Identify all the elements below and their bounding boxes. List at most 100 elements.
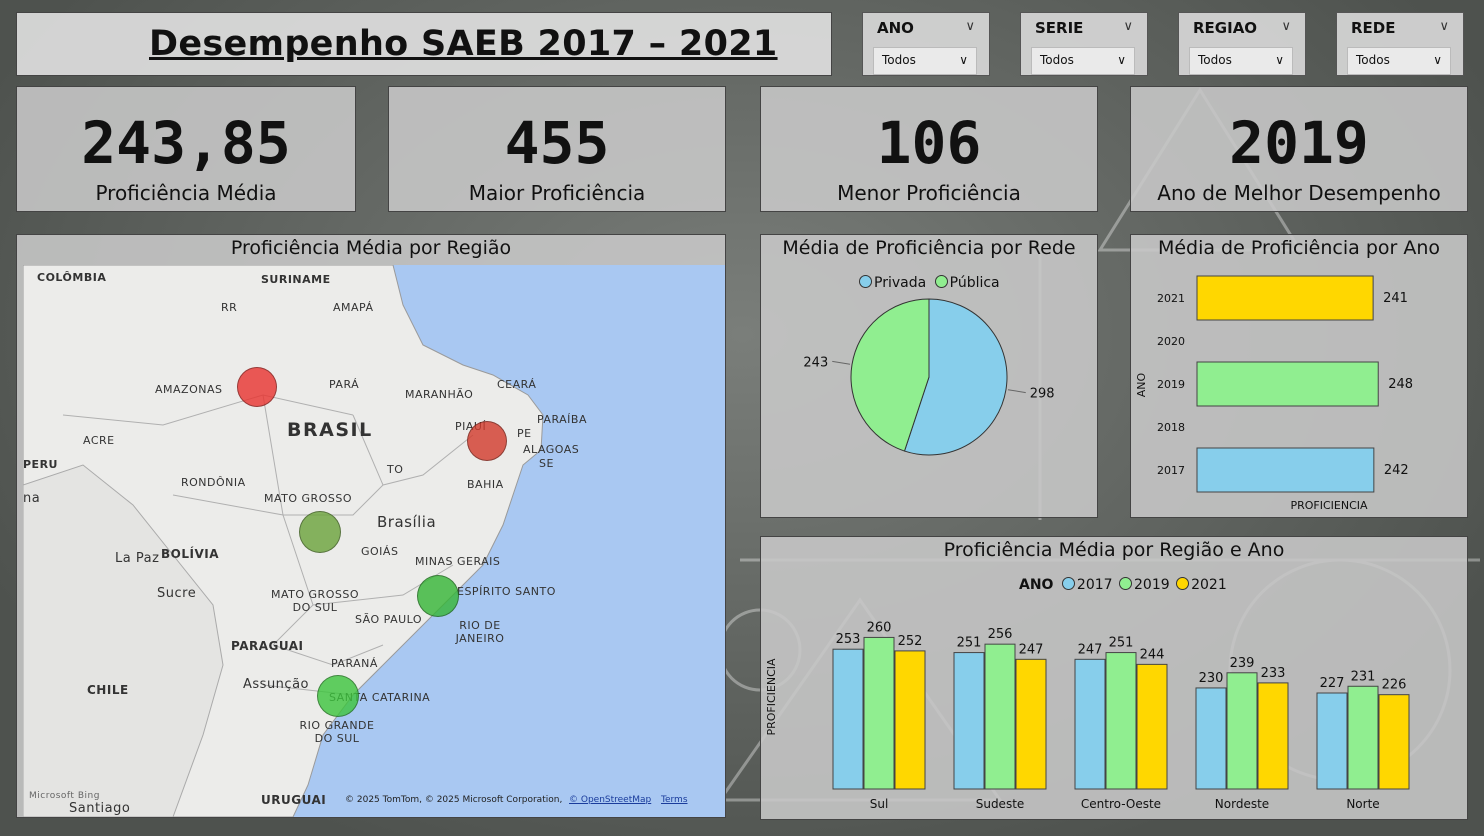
bar-centro-oeste-2019[interactable] <box>1105 652 1137 790</box>
bar-data-label: 244 <box>1140 647 1165 662</box>
bar-norte-2021[interactable] <box>1378 694 1410 790</box>
chevron-down-icon[interactable]: ∨ <box>959 53 968 67</box>
x-tick-label: Centro-Oeste <box>1081 797 1161 811</box>
y-tick-label: 2017 <box>1157 464 1185 477</box>
region-map[interactable]: COLÔMBIA SURINAME RR AMAPÁ AMAZONAS PARÁ… <box>23 265 725 817</box>
legend-label-publica: Pública <box>949 275 1000 291</box>
bar-data-label: 251 <box>957 636 982 651</box>
bar-chart-regiao-ano[interactable]: PROFICIENCIA 253 260 252 Sul 251 256 247 Sudeste… <box>761 597 1467 819</box>
chevron-down-icon[interactable]: ∨ <box>1123 19 1133 34</box>
bar-sul-2017[interactable] <box>832 648 864 790</box>
chevron-down-icon[interactable]: ∨ <box>1433 53 1442 67</box>
bar-2021[interactable] <box>1196 275 1374 321</box>
map-label: MINAS GERAIS <box>415 555 501 568</box>
map-land <box>23 265 544 817</box>
bar-norte-2017[interactable] <box>1316 692 1348 790</box>
bar-sul-2019[interactable] <box>863 636 895 790</box>
slicer-rede-dropdown[interactable]: Todos ∨ <box>1347 47 1451 75</box>
region-bubble-norte[interactable] <box>237 367 277 407</box>
bar-regiao-title: Proficiência Média por Região e Ano <box>943 539 1285 561</box>
region-bubble-nordeste[interactable] <box>467 421 507 461</box>
bar-nordeste-2021[interactable] <box>1257 682 1289 790</box>
slicer-regiao-label: REGIAO <box>1193 19 1258 37</box>
x-axis-label: PROFICIENCIA <box>1290 499 1368 512</box>
slicer-ano[interactable]: ANO ∨ Todos ∨ <box>862 12 990 76</box>
map-label: AMAZONAS <box>155 383 223 396</box>
legend-swatch-privada <box>859 275 872 288</box>
y-axis-label: ANO <box>1135 372 1148 397</box>
kpi-card-ano-melhor: 2019 Ano de Melhor Desempenho <box>1130 86 1468 212</box>
bar-sudeste-2019[interactable] <box>984 643 1016 790</box>
slicer-serie-value: Todos <box>1040 53 1074 67</box>
y-tick-label: 2019 <box>1157 378 1185 391</box>
terms-link[interactable]: Terms <box>661 795 688 805</box>
chevron-down-icon[interactable]: ∨ <box>1275 53 1284 67</box>
slicer-serie-dropdown[interactable]: Todos ∨ <box>1031 47 1135 75</box>
slicer-ano-value: Todos <box>882 53 916 67</box>
map-attribution: © 2025 TomTom, © 2025 Microsoft Corporat… <box>345 795 563 805</box>
slicer-serie[interactable]: SERIE ∨ Todos ∨ <box>1020 12 1148 76</box>
slicer-regiao[interactable]: REGIAO ∨ Todos ∨ <box>1178 12 1306 76</box>
map-label: Sucre <box>157 586 197 601</box>
pie-panel: Média de Proficiência por Rede Privada P… <box>760 234 1098 518</box>
legend-swatch-2017 <box>1061 577 1075 590</box>
region-bubble-centro-oeste[interactable] <box>299 511 341 553</box>
bar-ano-panel: Média de Proficiência por Ano ANO 2021 241… <box>1130 234 1468 518</box>
bar-nordeste-2019[interactable] <box>1226 672 1258 790</box>
legend-label-2019: 2019 <box>1134 577 1170 593</box>
bar-sudeste-2021[interactable] <box>1015 658 1047 790</box>
region-bubble-sudeste[interactable] <box>417 575 459 617</box>
pie-slice-privada[interactable] <box>903 298 1008 456</box>
chevron-down-icon[interactable]: ∨ <box>965 19 975 34</box>
map-label: Assunção <box>243 677 309 692</box>
bar-centro-oeste-2021[interactable] <box>1136 663 1168 790</box>
slicer-regiao-dropdown[interactable]: Todos ∨ <box>1189 47 1293 75</box>
kpi-value: 106 <box>876 109 982 177</box>
map-label: ACRE <box>83 434 115 447</box>
map-label: BOLÍVIA <box>161 547 219 561</box>
map-label: SURINAME <box>261 273 331 286</box>
bar-chart-ano[interactable]: ANO 2021 241 2020 2019 248 2018 2017 242 PROFICIE… <box>1131 267 1467 517</box>
kpi-card-maior-proficiencia: 455 Maior Proficiência <box>388 86 726 212</box>
map-label: COLÔMBIA <box>37 271 107 284</box>
bar-centro-oeste-2017[interactable] <box>1074 658 1106 790</box>
pie-leader-line <box>1007 389 1026 394</box>
bar-sudeste-2017[interactable] <box>953 652 985 790</box>
legend-label-2021: 2021 <box>1191 577 1227 593</box>
bar-2019[interactable] <box>1196 361 1379 407</box>
kpi-caption: Maior Proficiência <box>468 181 646 205</box>
bar-data-label: 239 <box>1230 656 1255 671</box>
x-tick-label: Nordeste <box>1215 797 1269 811</box>
slicer-serie-label: SERIE <box>1035 19 1084 37</box>
x-tick-label: Norte <box>1346 797 1379 811</box>
map-label: CHILE <box>87 683 129 697</box>
chevron-down-icon[interactable]: ∨ <box>1281 19 1291 34</box>
y-axis-label: PROFICIENCIA <box>765 658 778 736</box>
legend-label-privada: Privada <box>874 275 927 291</box>
x-tick-label: Sul <box>870 797 889 811</box>
bar-data-label: 256 <box>988 627 1013 642</box>
pie-title: Média de Proficiência por Rede <box>782 237 1076 259</box>
bar-norte-2019[interactable] <box>1347 685 1379 790</box>
chevron-down-icon[interactable]: ∨ <box>1439 19 1449 34</box>
slicer-rede[interactable]: REDE ∨ Todos ∨ <box>1336 12 1464 76</box>
bar-sul-2021[interactable] <box>894 650 926 790</box>
osm-link[interactable]: © OpenStreetMap <box>569 795 652 805</box>
bar-2017[interactable] <box>1196 447 1375 493</box>
y-tick-label: 2021 <box>1157 292 1185 305</box>
region-bubble-sul[interactable] <box>317 675 359 717</box>
pie-chart[interactable]: 298 243 <box>761 297 1097 517</box>
bar-regiao-legend: ANO 2017 2019 2021 <box>1019 577 1227 593</box>
map-label: PARÁ <box>329 378 360 391</box>
slicer-ano-dropdown[interactable]: Todos ∨ <box>873 47 977 75</box>
slicer-ano-label: ANO <box>877 19 914 37</box>
chevron-down-icon[interactable]: ∨ <box>1117 53 1126 67</box>
pie-leader-line <box>832 360 851 365</box>
bar-nordeste-2017[interactable] <box>1195 687 1227 790</box>
kpi-value: 2019 <box>1229 109 1369 177</box>
map-label: BAHIA <box>467 478 504 491</box>
map-label: PARANÁ <box>331 657 378 670</box>
pie-slice-pública[interactable] <box>850 298 930 452</box>
slicer-rede-value: Todos <box>1356 53 1390 67</box>
legend-title: ANO <box>1019 577 1054 593</box>
